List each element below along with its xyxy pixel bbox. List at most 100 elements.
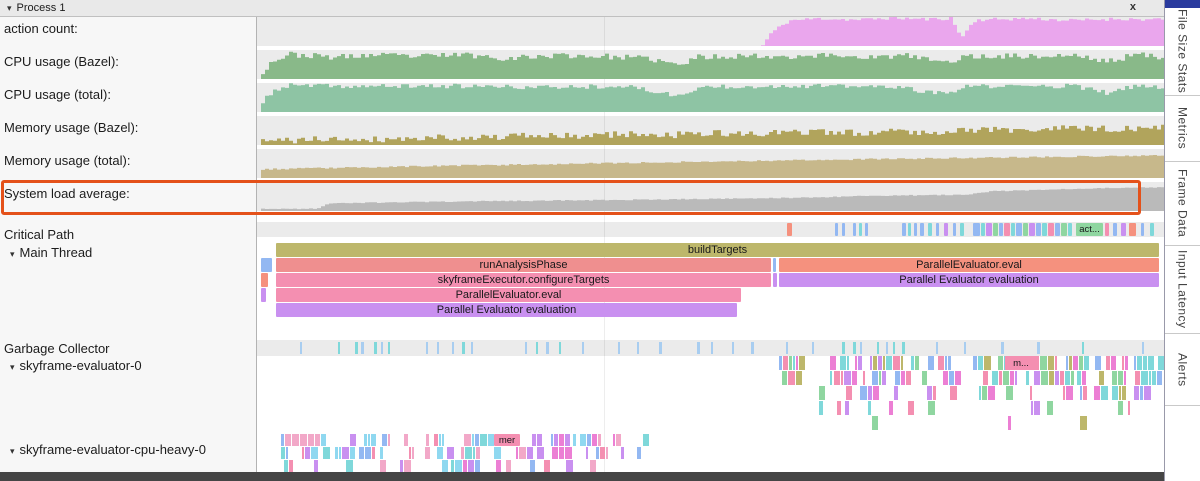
slice[interactable] bbox=[844, 371, 851, 385]
slice[interactable] bbox=[1080, 386, 1082, 400]
slice[interactable] bbox=[1135, 371, 1140, 385]
process-header[interactable]: ▾ Process 1 x bbox=[0, 0, 1164, 17]
slice[interactable] bbox=[914, 223, 917, 236]
slice[interactable] bbox=[468, 460, 474, 472]
slice[interactable] bbox=[559, 447, 564, 459]
slice[interactable] bbox=[1055, 356, 1057, 370]
chevron-down-icon[interactable]: ▾ bbox=[10, 446, 15, 456]
slice[interactable] bbox=[544, 460, 550, 472]
gc-tick[interactable] bbox=[300, 342, 302, 354]
slice[interactable] bbox=[872, 371, 878, 385]
track-label-cpu-bazel[interactable]: CPU usage (Bazel): bbox=[0, 50, 257, 83]
slice[interactable] bbox=[426, 434, 429, 446]
slice[interactable] bbox=[894, 386, 898, 400]
slice[interactable] bbox=[590, 460, 596, 472]
slice[interactable] bbox=[981, 223, 985, 236]
slice[interactable] bbox=[1128, 401, 1130, 415]
slice[interactable] bbox=[796, 356, 798, 370]
slice[interactable] bbox=[846, 386, 852, 400]
slice[interactable] bbox=[847, 356, 849, 370]
gc-tick[interactable] bbox=[471, 342, 473, 354]
slice[interactable] bbox=[573, 434, 576, 446]
slice[interactable] bbox=[1150, 223, 1154, 236]
slice[interactable] bbox=[380, 460, 386, 472]
close-icon[interactable]: x bbox=[1129, 1, 1136, 13]
slice-skyframeexecutor-configuretargets[interactable]: skyframeExecutor.configureTargets bbox=[276, 273, 771, 287]
slice[interactable] bbox=[1010, 371, 1014, 385]
gc-tick[interactable] bbox=[1001, 342, 1004, 354]
track-label-skyframe-evaluator-0[interactable]: ▾ skyframe-evaluator-0 bbox=[0, 356, 257, 434]
slice[interactable] bbox=[799, 356, 805, 370]
slice[interactable] bbox=[465, 447, 472, 459]
tab-alerts[interactable]: Alerts bbox=[1165, 334, 1200, 406]
slice[interactable] bbox=[842, 223, 845, 236]
slice[interactable] bbox=[565, 434, 570, 446]
slice[interactable] bbox=[830, 371, 832, 385]
slice[interactable] bbox=[858, 356, 862, 370]
slice[interactable] bbox=[1066, 356, 1068, 370]
slice[interactable] bbox=[1137, 356, 1142, 370]
slice[interactable] bbox=[404, 434, 408, 446]
slice[interactable] bbox=[537, 447, 544, 459]
gc-tick[interactable] bbox=[860, 342, 862, 354]
gc-tick[interactable] bbox=[886, 342, 888, 354]
main-thread-slice-row[interactable]: Parallel Evaluator evaluation bbox=[257, 303, 1164, 317]
slice[interactable] bbox=[1099, 371, 1104, 385]
slice[interactable] bbox=[928, 401, 935, 415]
slice[interactable] bbox=[451, 460, 454, 472]
slice[interactable] bbox=[955, 371, 961, 385]
gc-tick[interactable] bbox=[1082, 342, 1084, 354]
evaluator0-slice-row[interactable] bbox=[257, 401, 1164, 415]
slice[interactable] bbox=[978, 356, 983, 370]
slice[interactable] bbox=[1030, 386, 1032, 400]
slice[interactable] bbox=[368, 434, 370, 446]
slice[interactable] bbox=[461, 447, 464, 459]
slice[interactable] bbox=[982, 386, 987, 400]
slice[interactable] bbox=[400, 460, 403, 472]
memory-bazel-chart[interactable] bbox=[261, 116, 1164, 145]
slice[interactable] bbox=[616, 434, 621, 446]
slice[interactable] bbox=[1112, 386, 1118, 400]
slice[interactable] bbox=[455, 460, 462, 472]
slice[interactable] bbox=[920, 223, 924, 236]
gc-tick[interactable] bbox=[582, 342, 584, 354]
slice[interactable] bbox=[308, 434, 314, 446]
slice[interactable] bbox=[442, 434, 444, 446]
slice[interactable] bbox=[908, 223, 911, 236]
gc-tick[interactable] bbox=[1037, 342, 1040, 354]
slice[interactable] bbox=[1068, 223, 1072, 236]
slice[interactable] bbox=[439, 434, 441, 446]
slice[interactable] bbox=[1119, 386, 1121, 400]
cpu-heavy-slice-row[interactable]: mer bbox=[257, 434, 1164, 446]
gc-tick[interactable] bbox=[426, 342, 428, 354]
slice[interactable] bbox=[1026, 371, 1029, 385]
cpu-bazel-chart[interactable] bbox=[261, 50, 1164, 79]
slice[interactable] bbox=[404, 460, 411, 472]
cpu-heavy-slice-row[interactable] bbox=[257, 447, 1164, 459]
slice[interactable] bbox=[565, 447, 572, 459]
slice[interactable] bbox=[837, 401, 841, 415]
slice[interactable] bbox=[475, 434, 479, 446]
track-label-action-count[interactable]: action count: bbox=[0, 17, 257, 50]
slice[interactable] bbox=[1066, 386, 1073, 400]
slice[interactable] bbox=[315, 434, 320, 446]
gc-tick[interactable] bbox=[1142, 342, 1144, 354]
slice[interactable] bbox=[1149, 371, 1151, 385]
gc-tick[interactable] bbox=[546, 342, 549, 354]
slice[interactable] bbox=[1118, 371, 1123, 385]
slice[interactable] bbox=[845, 401, 849, 415]
slice[interactable] bbox=[566, 460, 573, 472]
gc-tick[interactable] bbox=[842, 342, 845, 354]
slice[interactable] bbox=[1049, 371, 1054, 385]
slice[interactable] bbox=[261, 288, 266, 302]
slice[interactable] bbox=[936, 223, 939, 236]
slice[interactable] bbox=[350, 434, 356, 446]
slice[interactable] bbox=[793, 356, 795, 370]
slice[interactable] bbox=[494, 447, 501, 459]
slice-parallelevaluator-eval[interactable]: ParallelEvaluator.eval bbox=[276, 288, 741, 302]
slice[interactable] bbox=[927, 386, 932, 400]
slice[interactable] bbox=[911, 356, 914, 370]
slice[interactable] bbox=[973, 223, 980, 236]
tab-file-size-stats[interactable]: File Size Stats bbox=[1165, 8, 1200, 96]
slice[interactable] bbox=[284, 460, 288, 472]
